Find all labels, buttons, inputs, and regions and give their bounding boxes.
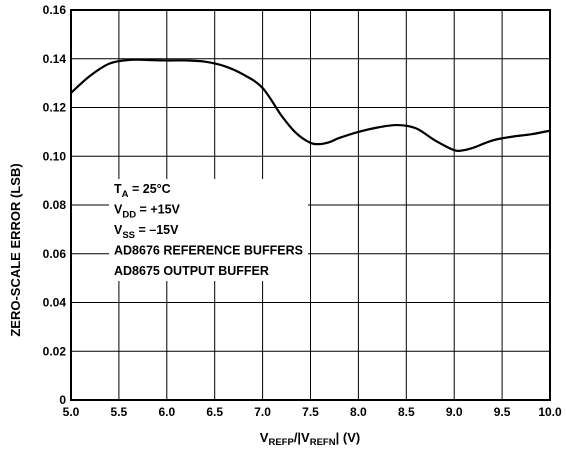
annotation-line: AD8676 REFERENCE BUFFERS	[114, 244, 303, 258]
annotation-line: VSS = –15V	[114, 223, 179, 241]
x-tick-labels: 5.0 5.5 6.0 6.5 7.0 7.5 8.0 8.5 9.0 9.5 10.0	[63, 405, 562, 419]
x-tick-label: 9.0	[446, 405, 463, 419]
x-tick-label: 10.0	[538, 405, 562, 419]
y-tick-labels: 0 0.02 0.04 0.06 0.08 0.10 0.12 0.14 0.16	[43, 3, 67, 407]
x-tick-label: 5.5	[111, 405, 128, 419]
x-axis-title-end: | (V)	[336, 430, 361, 445]
x-axis-title: VREFP/|VREFN| (V)	[260, 430, 360, 448]
x-axis-title-sub1: REFP	[268, 437, 294, 448]
y-tick-label: 0.08	[43, 198, 67, 212]
x-tick-label: 6.5	[206, 405, 223, 419]
annotation-block: TA = 25°C VDD = +15V VSS = –15V AD8676 REFE…	[114, 182, 303, 278]
y-tick-label: 0.06	[43, 247, 67, 261]
y-tick-label: 0.14	[43, 52, 67, 66]
y-tick-label: 0.12	[43, 101, 67, 115]
x-tick-label: 8.0	[350, 405, 367, 419]
x-axis-title-main: V	[260, 430, 269, 445]
x-axis-title-mid: /|V	[294, 430, 310, 445]
plot-frame	[70, 9, 551, 401]
x-axis-title-sub2: REFN	[310, 437, 336, 448]
series-line	[70, 58, 551, 153]
y-tick-label: 0	[59, 393, 66, 407]
annotation-line: VDD = +15V	[114, 203, 181, 221]
y-tick-label: 0.04	[43, 296, 67, 310]
x-tick-label: 6.0	[158, 405, 175, 419]
x-tick-label: 8.5	[398, 405, 415, 419]
x-tick-label: 7.0	[254, 405, 271, 419]
annotation-line: AD8675 OUTPUT BUFFER	[114, 264, 269, 278]
y-tick-label: 0.16	[43, 3, 67, 17]
x-tick-label: 5.0	[63, 405, 80, 419]
annotation-box	[109, 179, 308, 281]
y-tick-label: 0.02	[43, 344, 67, 358]
x-tick-label: 9.5	[494, 405, 511, 419]
y-tick-label: 0.10	[43, 149, 67, 163]
y-axis-title: ZERO-SCALE ERROR (LSB)	[8, 163, 23, 336]
annotation-line: TA = 25°C	[114, 182, 171, 200]
x-tick-label: 7.5	[302, 405, 319, 419]
